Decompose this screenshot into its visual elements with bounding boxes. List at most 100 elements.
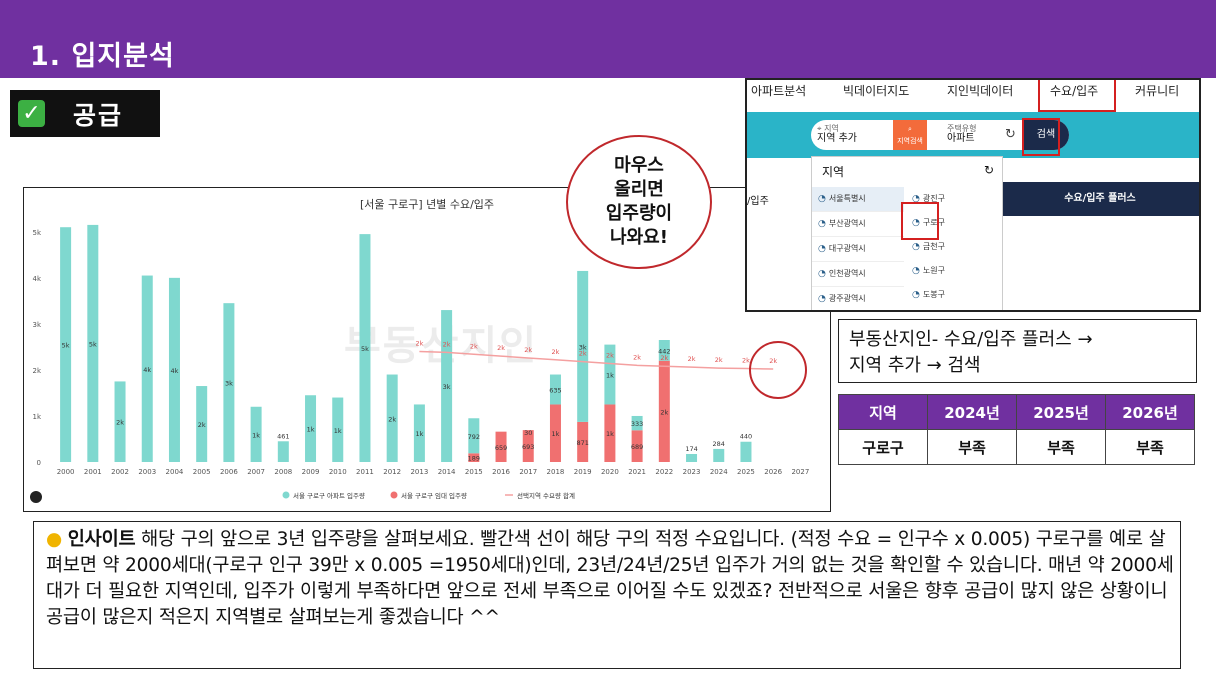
- nav-item-bigdata-map[interactable]: 빅데이터지도: [843, 84, 910, 98]
- data-label-apartment: 1k: [606, 372, 614, 380]
- province-item[interactable]: ◔ 인천광역시: [812, 262, 904, 287]
- legend-label: 서울 구로구 아파트 입주량: [293, 491, 365, 500]
- x-tick-label: 2018: [547, 468, 565, 476]
- province-item[interactable]: ◔ 부산광역시: [812, 212, 904, 237]
- province-item[interactable]: ◔ 광주광역시: [812, 287, 904, 310]
- province-label: 서울특별시: [828, 194, 866, 203]
- data-label-demand: 2k: [715, 356, 723, 364]
- district-item[interactable]: ◔ 구로구: [908, 211, 998, 235]
- x-tick-label: 2024: [710, 468, 728, 476]
- data-label-apartment: 5k: [89, 340, 97, 348]
- data-label-demand: 2k: [579, 350, 587, 358]
- panel-refresh-icon[interactable]: ↻: [983, 163, 994, 177]
- data-label-demand: 2k: [470, 342, 478, 350]
- region-add-label: 지역 추가: [817, 133, 857, 144]
- panel-title: 지역: [822, 165, 845, 179]
- data-label-demand: 2k: [660, 354, 668, 362]
- district-label: 금천구: [922, 242, 945, 251]
- province-label: 부산광역시: [828, 219, 866, 228]
- bar-apartment: [386, 374, 398, 462]
- data-label-demand: 2k: [524, 346, 532, 354]
- bar-apartment: [549, 374, 561, 405]
- callout-line: 마우스: [614, 155, 664, 176]
- x-tick-label: 2008: [274, 468, 292, 476]
- x-tick-label: 2005: [193, 468, 211, 476]
- table-cell: 구로구: [838, 429, 928, 465]
- x-tick-label: 2004: [166, 468, 184, 476]
- nav-item-demand-supply[interactable]: 수요/입주: [1050, 84, 1099, 98]
- data-label-apartment: 3k: [225, 380, 233, 388]
- housing-type-select[interactable]: 주택유형 아파트: [947, 124, 976, 144]
- pin-icon: ◔: [912, 290, 920, 300]
- province-label: 인천광역시: [828, 269, 866, 278]
- nav-item-community[interactable]: 커뮤니티: [1135, 84, 1180, 98]
- district-item[interactable]: ◔ 노원구: [908, 259, 998, 283]
- data-label-demand: 2k: [497, 344, 505, 352]
- district-item[interactable]: ◔ 광진구: [908, 187, 998, 211]
- data-label-apartment: 1k: [334, 427, 342, 435]
- supply-demand-chart: 부동산지인 0 1k 2k 3k 4k 5k 2000 2001 2002 2003 2004 200…: [23, 187, 831, 512]
- pin-icon: ◔: [912, 194, 920, 204]
- bar-rental: [468, 453, 480, 462]
- note-line: 지역 추가 → 검색: [849, 355, 981, 376]
- housing-small-label: 주택유형: [947, 124, 977, 133]
- bar-apartment: [250, 406, 262, 462]
- x-tick-label: 2020: [601, 468, 619, 476]
- insight-body: 해당 구의 앞으로 3년 입주량을 살펴보세요. 빨간색 선이 해당 구의 적정…: [46, 529, 1174, 628]
- data-label-apartment: 4k: [143, 366, 151, 374]
- site-nav: 아파트분석 빅데이터지도 지인빅데이터 수요/입주 커뮤니티: [747, 80, 1199, 110]
- callout-line: 나와요!: [610, 227, 668, 248]
- pin-icon: ◔: [818, 194, 826, 204]
- bar-apartment: [223, 303, 235, 462]
- bar-rental: [658, 360, 670, 462]
- bar-apartment: [686, 453, 698, 462]
- district-item[interactable]: ◔ 도봉구: [908, 283, 998, 307]
- search-button[interactable]: 검색: [1023, 120, 1069, 150]
- chart-title: [서울 구로구] 년별 수요/입주: [359, 198, 495, 211]
- x-tick-label: 2023: [683, 468, 701, 476]
- left-column-head: /입주: [747, 196, 769, 207]
- nav-item-apt-analysis[interactable]: 아파트분석: [751, 84, 807, 98]
- bar-apartment: [441, 310, 453, 462]
- region-small-label: 지역: [824, 124, 839, 133]
- refresh-icon[interactable]: ↻: [1005, 127, 1016, 142]
- data-label-apartment: 442: [658, 347, 670, 355]
- district-item[interactable]: ◔ 금천구: [908, 235, 998, 259]
- section-label: 공급: [73, 100, 124, 130]
- y-tick-label: 5k: [32, 229, 41, 237]
- search-highlight-box: [1022, 118, 1060, 156]
- x-tick-label: 2006: [220, 468, 238, 476]
- legend-label: 서울 구로구 임대 입주량: [401, 491, 467, 500]
- province-item[interactable]: ◔ 서울특별시: [812, 187, 904, 212]
- region-search-label: 지역검색: [897, 137, 923, 145]
- table-cell: 부족: [1105, 429, 1195, 465]
- region-selector[interactable]: ⌖ 지역 지역 추가: [817, 124, 857, 144]
- bar-rental: [631, 430, 643, 462]
- x-tick-label: 2012: [383, 468, 401, 476]
- bar-rental: [604, 404, 616, 462]
- x-tick-label: 2015: [465, 468, 483, 476]
- data-label-demand: 2k: [742, 357, 750, 365]
- y-tick-label: 1k: [32, 413, 41, 421]
- data-label-apartment: 3k: [443, 383, 451, 391]
- callout-line: 입주량이: [605, 203, 673, 224]
- table-header: 2025년: [1016, 394, 1106, 430]
- pin-icon: ◔: [912, 266, 920, 276]
- search-icon: ⌕: [908, 125, 912, 133]
- y-tick-label: 4k: [32, 275, 41, 283]
- data-label-apartment: 440: [740, 433, 752, 441]
- instruction-note: 부동산지인- 수요/입주 플러스 → 지역 추가 → 검색: [838, 319, 1197, 383]
- data-label-apartment: 461: [277, 432, 289, 440]
- district-label: 도봉구: [922, 290, 945, 299]
- bar-rental: [549, 404, 561, 462]
- province-item[interactable]: ◔ 대구광역시: [812, 237, 904, 262]
- bar-apartment: [740, 441, 752, 462]
- district-label: 노원구: [922, 266, 945, 275]
- insight-label: 인사이트: [67, 529, 136, 550]
- pin-icon: ⌖: [817, 124, 822, 133]
- province-label: 광주광역시: [828, 294, 866, 303]
- nav-item-jiin-bigdata[interactable]: 지인빅데이터: [947, 84, 1014, 98]
- region-search-button[interactable]: ⌕ 지역검색: [893, 120, 927, 150]
- header-bar: 1. 입지분석: [0, 0, 1216, 78]
